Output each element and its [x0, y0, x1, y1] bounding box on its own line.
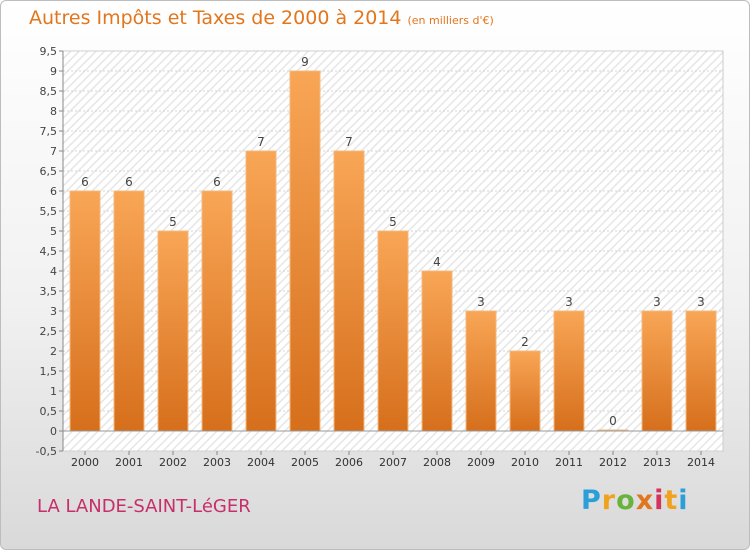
bar-value-label: 9 [301, 55, 309, 69]
data-labels: 6 6 5 6 7 9 7 5 4 3 2 3 0 3 3 [81, 55, 705, 428]
logo-letter: P [581, 485, 602, 516]
bar-value-label: 6 [213, 175, 221, 189]
y-tick-label: 5,5 [40, 205, 58, 218]
bars [69, 70, 717, 432]
y-tick-label: -0,5 [36, 445, 57, 458]
bar-2014 [685, 310, 717, 432]
x-tick-label: 2001 [115, 456, 143, 469]
chart-title: Autres Impôts et Taxes de 2000 à 2014 (en… [29, 7, 494, 29]
bar-value-label: 0 [609, 414, 617, 428]
y-tick-label: 7 [50, 145, 57, 158]
bar-2006 [333, 150, 365, 432]
bar-value-label: 6 [125, 175, 133, 189]
bar-value-label: 7 [345, 135, 353, 149]
y-tick-label: 6,5 [40, 165, 58, 178]
bar-2002 [157, 230, 189, 432]
y-tick-label: 8 [50, 105, 57, 118]
y-tick-label: 2,5 [40, 325, 58, 338]
bar-2003 [201, 190, 233, 432]
bar-value-label: 5 [169, 215, 177, 229]
y-tick-label: 4 [50, 265, 57, 278]
y-tick-label: 9,5 [40, 45, 58, 58]
y-tick-label: 0,5 [40, 405, 58, 418]
bar-2000 [69, 190, 101, 432]
x-axis: 2000 2001 2002 2003 2004 2005 2006 2007 2008 2009… [63, 430, 723, 469]
proxiti-logo[interactable]: Proxiti [581, 485, 689, 516]
x-tick-label: 2014 [687, 456, 715, 469]
x-tick-label: 2004 [247, 456, 275, 469]
bar-2011 [553, 310, 585, 432]
logo-letter: i [678, 485, 689, 516]
bar-value-label: 3 [653, 295, 661, 309]
bar-value-label: 2 [521, 335, 529, 349]
bar-2009 [465, 310, 497, 432]
y-tick-label: 1,5 [40, 365, 58, 378]
logo-letter: t [664, 485, 679, 516]
bar-value-label: 6 [81, 175, 89, 189]
bar-2013 [641, 310, 673, 432]
bar-value-label: 7 [257, 135, 265, 149]
bar-value-label: 3 [477, 295, 485, 309]
y-tick-label: 0 [50, 425, 57, 438]
bar-2007 [377, 230, 409, 432]
x-tick-label: 2012 [599, 456, 627, 469]
y-axis: -0,5 0 0,5 1 1,5 2 2,5 3 3,5 4 4,5 5 5,5 6 6,5 7 7,5 8 8,5… [36, 45, 64, 458]
x-tick-label: 2003 [203, 456, 231, 469]
x-tick-label: 2010 [511, 456, 539, 469]
bar-value-label: 5 [389, 215, 397, 229]
x-tick-label: 2007 [379, 456, 407, 469]
y-tick-label: 3,5 [40, 285, 58, 298]
title-text: Autres Impôts et Taxes de 2000 à 2014 [29, 7, 402, 29]
bar-value-label: 3 [565, 295, 573, 309]
y-tick-label: 7,5 [40, 125, 58, 138]
y-tick-label: 5 [50, 225, 57, 238]
logo-letter: r [601, 485, 617, 516]
x-tick-label: 2002 [159, 456, 187, 469]
x-tick-label: 2005 [291, 456, 319, 469]
bar-2008 [421, 270, 453, 432]
y-tick-label: 1 [50, 385, 57, 398]
y-tick-label: 2 [50, 345, 57, 358]
chart-subtitle: (en milliers d'€) [407, 14, 494, 27]
bar-2010 [509, 350, 541, 432]
place-name: LA LANDE-SAINT-LéGER [37, 496, 251, 517]
y-tick-label: 6 [50, 185, 57, 198]
x-tick-label: 2006 [335, 456, 363, 469]
bar-2005 [289, 70, 321, 432]
logo-letter: x [635, 485, 655, 516]
y-tick-label: 4,5 [40, 245, 58, 258]
bar-2001 [113, 190, 145, 432]
bar-2004 [245, 150, 277, 432]
y-tick-label: 8,5 [40, 85, 58, 98]
x-tick-label: 2013 [643, 456, 671, 469]
x-tick-label: 2011 [555, 456, 583, 469]
bar-value-label: 3 [697, 295, 705, 309]
x-tick-label: 2009 [467, 456, 495, 469]
logo-letter: i [654, 485, 665, 516]
x-tick-label: 2000 [71, 456, 99, 469]
bar-value-label: 4 [433, 255, 441, 269]
y-tick-label: 3 [50, 305, 57, 318]
x-tick-label: 2008 [423, 456, 451, 469]
logo-letter: o [616, 485, 636, 516]
y-tick-label: 9 [50, 65, 57, 78]
